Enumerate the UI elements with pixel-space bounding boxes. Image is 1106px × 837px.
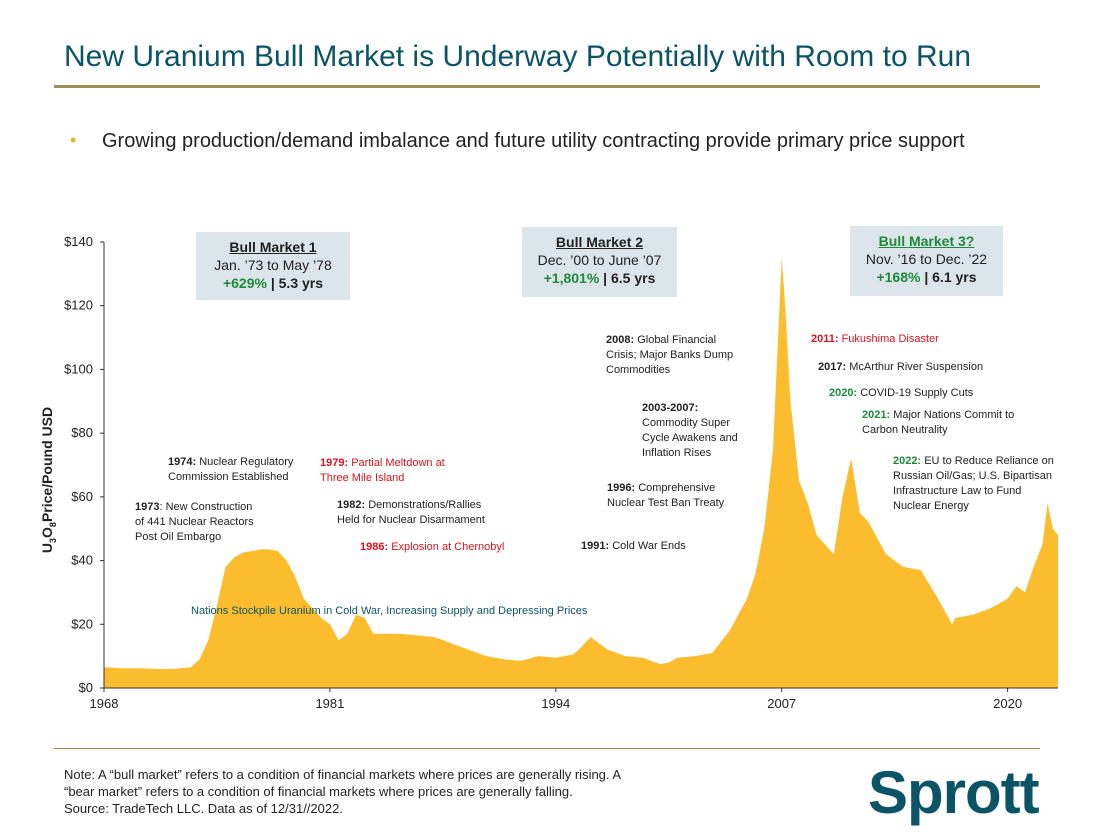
y-tick-label: $140 [64,234,93,249]
bull-market-2-gain: +1,801% [543,270,600,286]
bull-market-1-gain: +629% [222,275,267,291]
note-line-1: Note: A “bull market” refers to a condit… [64,767,622,782]
annotation-2021: 2021: Major Nations Commit to Carbon Neut… [862,409,1015,436]
bull-market-3-period: Nov. ’16 to Dec. ’22 [865,251,988,267]
annotation-1979: 1979: Partial Meltdown at Three Mile Isla… [320,457,445,484]
note-line-2: “bear market” refers to a condition of f… [64,784,573,799]
page-title: New Uranium Bull Market is Underway Pote… [64,40,972,73]
bull-market-2-title: Bull Market 2 [555,234,644,250]
bull-market-1-duration: | 5.3 yrs [266,275,324,291]
y-tick-label: $80 [71,425,93,440]
y-tick-label: $0 [79,680,93,695]
bull-market-2-box: Bull Market 2 Dec. ’00 to June ’07 +1,80… [522,227,677,297]
y-tick-label: $120 [64,298,93,313]
bull-market-2-period: Dec. ’00 to June ’07 [537,252,662,268]
bull-market-2-duration: | 6.5 yrs [599,270,656,286]
annotation-2011: 2011: Fukushima Disaster [811,333,939,345]
bull-market-3-title: Bull Market 3? [878,233,975,249]
x-tick-label: 2007 [767,696,796,711]
y-tick-label: $20 [71,616,93,631]
bull-market-3-gain: +168% [876,269,921,285]
annotation-cold-war-stockpile: Nations Stockpile Uranium in Cold War, I… [191,605,588,617]
source-line: Source: TradeTech LLC. Data as of 12/31/… [64,801,343,816]
x-tick-label: 1981 [315,696,344,711]
annotation-2017: 2017: McArthur River Suspension [818,361,984,373]
bullet-icon: • [70,130,77,150]
x-tick-label: 1994 [541,696,570,711]
bullet-text: Growing production/demand imbalance and … [102,130,965,152]
bull-market-3-duration: | 6.1 yrs [920,269,977,285]
annotation-2022: 2022: EU to Reduce Reliance on Russian Oi… [893,455,1054,512]
footer-note: Note: A “bull market” refers to a condit… [64,766,724,817]
y-tick-label: $40 [71,553,93,568]
annotation-1973: 1973: New Construction of 441 Nuclear Rea… [135,501,254,543]
x-tick-label: 2020 [993,696,1022,711]
sprott-logo: Sprott [868,759,1040,826]
annotation-1996: 1996: Comprehensive Nuclear Test Ban Trea… [607,482,725,509]
bull-market-1-title: Bull Market 1 [229,239,317,255]
footer-divider [54,748,1040,749]
y-tick-label: $60 [71,489,93,504]
annotation-1991: 1991: Cold War Ends [581,540,686,552]
annotation-2008: 2008: Global Financial Crisis; Major Bank… [606,334,734,376]
annotation-2003-2007: 2003-2007: Commodity Super Cycle Awakens a… [642,402,738,459]
title-divider [54,85,1040,88]
x-tick-label: 1968 [90,696,119,711]
annotation-1986: 1986: Explosion at Chernobyl [360,541,505,553]
bull-market-1-period: Jan. ’73 to May ’78 [214,257,332,273]
y-axis-label: U3O8 Price/Pound USD [38,406,58,554]
bull-market-1-box: Bull Market 1 Jan. ’73 to May ’78 +629% … [196,232,350,300]
annotation-1982: 1982: Demonstrations/Rallies Held for Nuc… [337,499,485,526]
annotation-2020: 2020: COVID-19 Supply Cuts [829,387,974,399]
annotation-1974: 1974: Nuclear Regulatory Commission Estab… [168,456,294,483]
bull-market-3-box: Bull Market 3? Nov. ’16 to Dec. ’22 +168… [850,226,1003,296]
y-tick-label: $100 [64,361,93,376]
price-area-series [104,257,1058,688]
